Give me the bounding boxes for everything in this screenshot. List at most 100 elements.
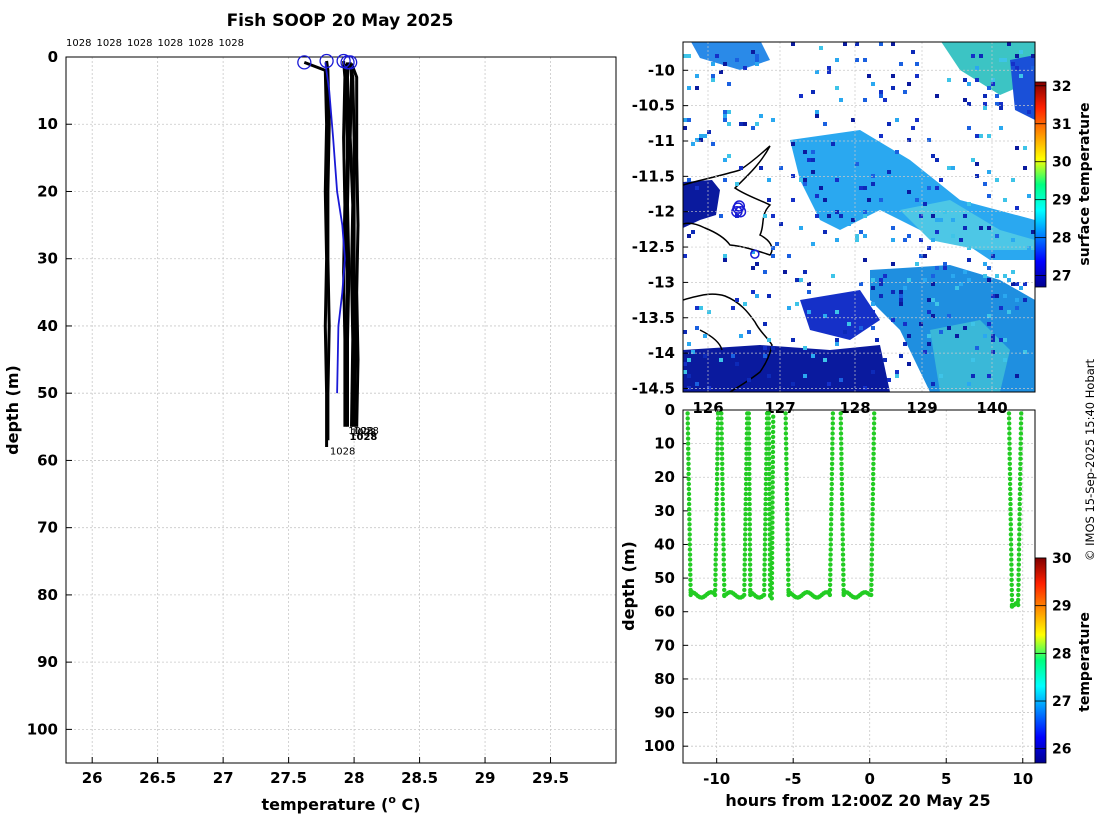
section-point <box>685 441 691 446</box>
map-sst-pixel <box>879 282 883 286</box>
profile-y-axis-label: depth (m) <box>3 365 22 455</box>
section-point <box>715 451 720 456</box>
section-point <box>686 446 691 451</box>
map-sst-pixel <box>899 294 903 298</box>
profile-surface-marker <box>343 55 358 70</box>
map-sst-pixel <box>799 178 803 182</box>
map-sst-pixel <box>811 90 815 94</box>
section-point <box>871 451 876 456</box>
map-sst-pixel <box>879 94 883 98</box>
map-sst-pixel <box>719 70 723 74</box>
section-point <box>840 557 846 562</box>
section-point <box>720 512 726 517</box>
map-sst-pixel <box>815 70 819 74</box>
section-point <box>1016 542 1022 547</box>
map-sst-pixel <box>687 234 691 238</box>
map-sst-pixel <box>887 170 891 174</box>
profile-bottom-label: 1028 <box>330 446 355 457</box>
section-point <box>747 461 752 466</box>
map-sst-pixel <box>987 322 991 326</box>
map-sst-pixel <box>995 94 999 98</box>
section-point <box>1018 451 1023 456</box>
map-sst-pixel <box>879 134 883 138</box>
section-point <box>762 537 768 542</box>
map-sst-pixel <box>991 334 995 338</box>
section-point <box>1009 562 1014 567</box>
map-sst-pixel <box>887 378 891 382</box>
map-plot: -10 -10.5 -11 -11.5 -12 -12.5 -13 -13.5 -14 -14.5… <box>632 41 1093 417</box>
section-point <box>685 421 690 426</box>
map-sst-pixel <box>751 50 755 54</box>
section-point <box>719 416 724 421</box>
section-point <box>1007 431 1012 436</box>
map-sst-pixel <box>931 382 935 386</box>
section-point <box>743 532 748 537</box>
section-point <box>688 567 693 572</box>
section-point <box>762 567 767 572</box>
section-point <box>770 459 776 465</box>
section-point <box>1008 532 1014 537</box>
section-point <box>786 567 791 572</box>
map-sst-pixel <box>715 54 719 58</box>
section-point <box>1018 461 1023 466</box>
map-sst-pixel <box>751 266 755 270</box>
map-sst-pixel <box>951 234 955 238</box>
section-point <box>1017 507 1022 512</box>
section-point <box>720 466 725 471</box>
section-point <box>1018 471 1023 477</box>
map-sst-pixel <box>807 290 811 294</box>
section-point <box>839 496 845 502</box>
map-sst-pixel <box>683 118 687 122</box>
map-sst-pixel <box>687 374 691 378</box>
map-sst-pixel <box>935 186 939 190</box>
map-sst-pixel <box>911 126 915 130</box>
section-point <box>766 456 772 461</box>
map-sst-pixel <box>739 122 743 126</box>
map-sst-pixel <box>727 154 731 158</box>
section-point <box>784 461 789 466</box>
map-sst-pixel <box>991 294 995 298</box>
section-point <box>1017 512 1022 517</box>
map-y-tick-label: -14.5 <box>632 379 675 397</box>
section-point <box>720 461 725 466</box>
section-point <box>721 537 726 542</box>
section-point <box>870 501 875 507</box>
section-point <box>714 496 719 502</box>
profile-series-line <box>303 60 329 447</box>
section-point <box>1016 552 1022 557</box>
section-point <box>828 537 833 542</box>
section-point <box>720 491 725 497</box>
map-sst-pixel <box>727 122 731 126</box>
section-point <box>840 501 845 507</box>
map-sst-pixel <box>811 150 815 154</box>
section-point <box>784 446 789 451</box>
section-point <box>742 577 747 582</box>
section-point <box>688 572 693 577</box>
map-y-tick-label: -12 <box>648 203 675 221</box>
map-sst-pixel <box>999 126 1003 130</box>
section-x-tick-label: 5 <box>941 770 951 788</box>
profile-series-line <box>350 63 360 427</box>
section-point <box>686 451 691 456</box>
section-point <box>686 486 692 492</box>
map-sst-pixel <box>939 374 943 378</box>
map-sst-pixel <box>839 378 843 382</box>
map-sst-pixel <box>1023 146 1027 150</box>
section-point <box>721 542 726 547</box>
section-point <box>746 431 752 436</box>
section-point <box>714 471 720 477</box>
section-point <box>869 562 874 567</box>
section-point <box>829 496 834 502</box>
map-sst-pixel <box>803 374 807 378</box>
map-y-tick-label: -13.5 <box>632 309 675 327</box>
map-sst-pixel <box>811 242 815 246</box>
map-sst-pixel <box>891 226 895 230</box>
section-x-tick-label: -5 <box>785 770 802 788</box>
section-point <box>784 451 789 456</box>
section-point <box>783 431 789 436</box>
section-point <box>769 560 775 566</box>
section-point <box>1016 602 1021 608</box>
section-point <box>687 522 692 527</box>
section-point <box>771 424 776 429</box>
map-sst-pixel <box>891 262 895 266</box>
